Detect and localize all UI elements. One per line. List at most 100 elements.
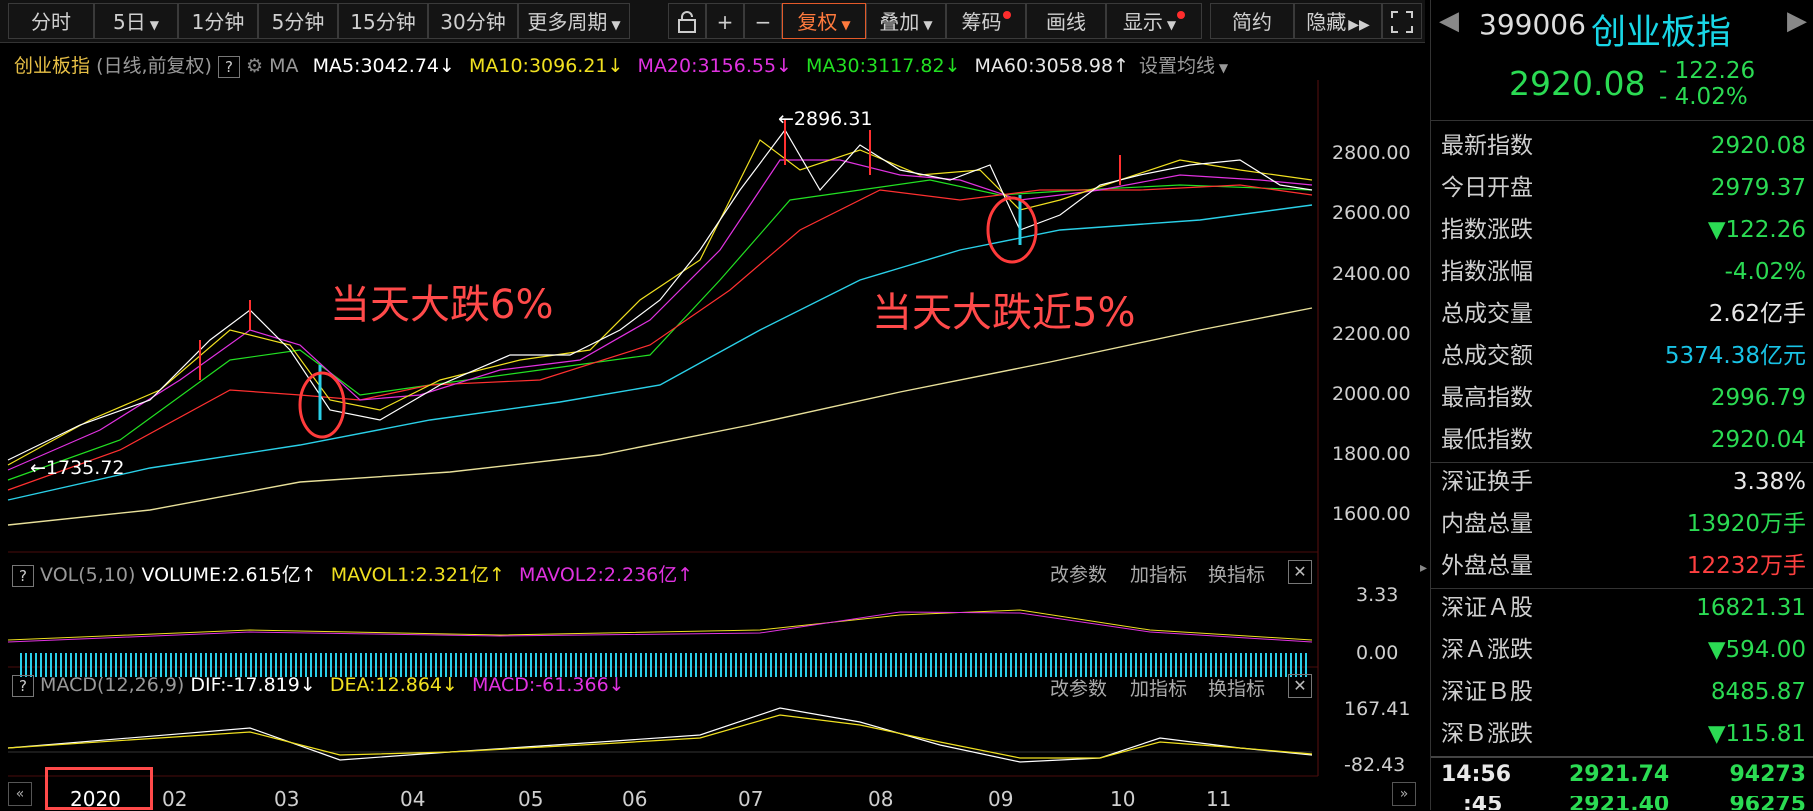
quote-row: 最低指数 2920.04 (1441, 420, 1806, 460)
index-code: 399006 (1479, 8, 1586, 41)
quote-key: 深证换手 (1441, 469, 1533, 495)
quote-key: 今日开盘 (1441, 175, 1533, 201)
hide-button[interactable]: 隐藏 ▶▶ (1294, 3, 1382, 39)
tool-label: 显示 (1122, 10, 1163, 34)
quote-value: 12232万手 (1686, 553, 1806, 579)
volume-legend: ? VOL(5,10) VOLUME:2.615亿↑ MAVOL1:2.321亿… (12, 560, 693, 587)
collapse-panel-handle[interactable]: ▸ (1420, 548, 1430, 588)
dif-line (7, 707, 1313, 763)
price-change: - 122.26 (1659, 58, 1756, 84)
quote-key: 外盘总量 (1441, 553, 1533, 579)
tick-price: 2921.40 (1569, 796, 1670, 810)
ma-settings-link[interactable]: 设置均线 (1139, 55, 1216, 77)
quote-key: 最高指数 (1441, 385, 1533, 411)
y-tick-label: 1800.00 (1332, 443, 1411, 465)
tool-label: 筹码 (961, 10, 1002, 34)
arrow-down-icon: ↓ (776, 55, 792, 77)
macd-value: MACD:-61.366 (471, 674, 609, 696)
chart-mode: (日线,前复权) (96, 55, 212, 77)
arrow-up-icon: ↑ (489, 564, 505, 586)
macd-legend: ? MACD(12,26,9) DIF:-17.819↓ DEA:12.864↓… (12, 674, 625, 697)
y-tick-label: 2000.00 (1332, 383, 1411, 405)
zoom-out-button[interactable]: − (744, 3, 782, 39)
ma-line-cyan (7, 204, 1313, 501)
next-stock-button[interactable]: ▶ (1787, 6, 1807, 36)
quote-key: 指数涨幅 (1441, 259, 1533, 285)
arrow-up-icon: ↑ (1113, 55, 1129, 77)
draw-button[interactable]: 画线 (1026, 3, 1106, 39)
divider (1431, 462, 1813, 463)
caret-down-icon: ▼ (1166, 18, 1177, 32)
x-month-label: 04 (400, 787, 426, 811)
tab-intraday[interactable]: 分时 (8, 3, 94, 39)
prev-stock-button[interactable]: ◀ (1439, 6, 1459, 36)
tab-5min[interactable]: 5分钟 (258, 3, 338, 39)
tab-label: 更多周期 (527, 10, 608, 34)
tab-label: 1分钟 (191, 10, 245, 34)
tool-label: 复权 (797, 10, 838, 34)
quote-row: 最新指数 2920.08 (1441, 126, 1806, 166)
tick-row: :45 2921.40 96275 (1441, 796, 1806, 810)
help-icon[interactable]: ? (12, 565, 34, 587)
chevron-right-icon: ▸ (1420, 560, 1428, 576)
main-chart-legend: 创业板指 (日线,前复权) ? ⚙ MA MA5:3042.74↓ MA10:3… (14, 51, 1228, 78)
display-button[interactable]: 显示 ▼ (1106, 3, 1202, 39)
scroll-left-button[interactable]: « (8, 782, 32, 806)
macd-close-icon[interactable]: ✕ (1288, 674, 1312, 698)
chart-area[interactable] (0, 43, 1425, 810)
vol-swap-indicator-button[interactable]: 换指标 (1208, 564, 1266, 586)
quote-key: 总成交额 (1441, 343, 1533, 369)
notification-dot-icon (1177, 11, 1186, 19)
chips-button[interactable]: 筹码 (946, 3, 1026, 39)
tab-label: 30分钟 (440, 10, 506, 34)
overlay-button[interactable]: 叠加 ▼ (866, 3, 946, 39)
quote-key: 最新指数 (1441, 133, 1533, 159)
caret-down-icon: ▼ (611, 18, 621, 32)
caret-down-icon: ▼ (923, 18, 933, 32)
x-year-label: 2020 (70, 787, 121, 811)
lock-button[interactable] (668, 3, 706, 39)
lock-icon (678, 11, 696, 33)
tab-30min[interactable]: 30分钟 (428, 3, 518, 39)
help-icon[interactable]: ? (12, 675, 34, 697)
vol-change-param-button[interactable]: 改参数 (1050, 564, 1108, 586)
macd-swap-indicator-button[interactable]: 换指标 (1208, 678, 1266, 700)
notification-dot-icon (1002, 11, 1011, 19)
double-chevron-right-icon: ▶▶ (1348, 17, 1370, 33)
kline-chart[interactable] (0, 0, 1430, 810)
caret-down-icon: ▼ (149, 18, 159, 32)
tab-label: 15分钟 (350, 10, 416, 34)
minus-icon: − (754, 10, 772, 34)
macd-change-param-button[interactable]: 改参数 (1050, 678, 1108, 700)
gear-icon[interactable]: ⚙ (246, 55, 264, 77)
simple-button[interactable]: 简约 (1210, 3, 1294, 39)
tab-5day[interactable]: 5日 ▼ (94, 3, 178, 39)
ma-line-long (7, 307, 1313, 526)
help-icon[interactable]: ? (217, 56, 240, 78)
adjust-button[interactable]: 复权 ▼ (782, 3, 866, 39)
tool-label: 隐藏 (1306, 10, 1347, 34)
tick-time: :45 (1463, 796, 1503, 810)
quote-key: 内盘总量 (1441, 511, 1533, 537)
vol-close-icon[interactable]: ✕ (1288, 560, 1312, 584)
tab-1min[interactable]: 1分钟 (178, 3, 258, 39)
fullscreen-button[interactable] (1382, 3, 1422, 39)
ma5-value: MA5:3042.74 (312, 55, 440, 77)
zoom-in-button[interactable]: + (706, 3, 744, 39)
dif-value: DIF:-17.819 (190, 674, 300, 696)
quote-panel: ◀ 399006 创业板指 ▶ 2920.08 - 122.26 - 4.02%… (1430, 0, 1813, 810)
mavol2-value: MAVOL2:2.236亿 (519, 564, 678, 586)
vol-add-indicator-button[interactable]: 加指标 (1130, 564, 1188, 586)
quote-value: ▼122.26 (1707, 217, 1806, 243)
quote-row: 最高指数 2996.79 (1441, 378, 1806, 418)
quote-row: 深Ｂ涨跌 ▼115.81 (1441, 714, 1806, 754)
tab-more-periods[interactable]: 更多周期 ▼ (518, 3, 630, 39)
dea-line (7, 714, 1313, 759)
quote-row: 今日开盘 2979.37 (1441, 168, 1806, 208)
index-name: 创业板指 (14, 55, 91, 77)
high-price-value: 2896.31 (793, 108, 873, 130)
quote-value: 5374.38亿元 (1664, 343, 1806, 369)
macd-add-indicator-button[interactable]: 加指标 (1130, 678, 1188, 700)
tab-15min[interactable]: 15分钟 (338, 3, 428, 39)
scroll-right-button[interactable]: » (1392, 782, 1416, 806)
